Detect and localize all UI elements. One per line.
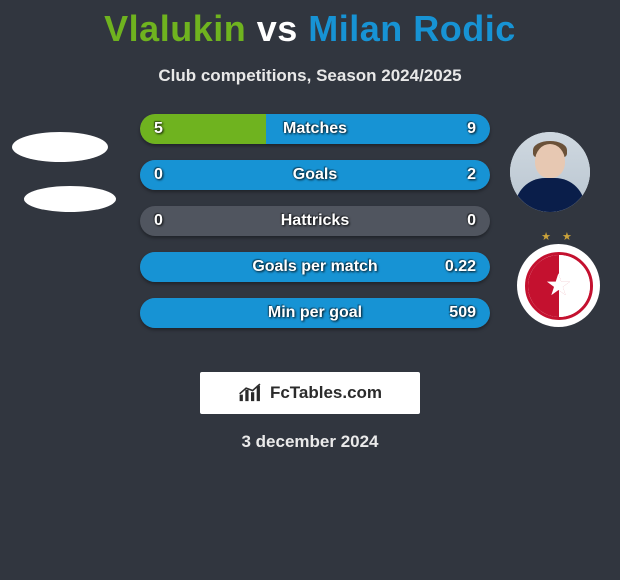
stat-label: Matches bbox=[140, 114, 490, 144]
stat-row-goals: 02Goals bbox=[140, 160, 490, 190]
page-title: Vlalukin vs Milan Rodic bbox=[0, 0, 620, 50]
stat-row-min-per-goal: 509Min per goal bbox=[140, 298, 490, 328]
player2-name: Milan Rodic bbox=[308, 8, 516, 49]
comparison-stage: ★ ★ ★ 59Matches 02Goals 00Hattricks 0.22Goa… bbox=[0, 114, 620, 354]
stat-row-hattricks: 00Hattricks bbox=[140, 206, 490, 236]
stat-row-matches: 59Matches bbox=[140, 114, 490, 144]
player2-club-logo: ★ ★ ★ bbox=[517, 244, 600, 327]
stat-label: Hattricks bbox=[140, 206, 490, 236]
fctables-badge: FcTables.com bbox=[200, 372, 420, 414]
stat-label: Goals per match bbox=[140, 252, 490, 282]
player2-photo bbox=[510, 132, 590, 212]
bars-icon bbox=[238, 383, 264, 403]
player1-placeholder-1 bbox=[12, 132, 108, 162]
subtitle: Club competitions, Season 2024/2025 bbox=[0, 66, 620, 86]
stat-label: Min per goal bbox=[140, 298, 490, 328]
vs-label: vs bbox=[257, 8, 298, 49]
player1-name: Vlalukin bbox=[104, 8, 246, 49]
stat-label: Goals bbox=[140, 160, 490, 190]
badge-text: FcTables.com bbox=[270, 383, 382, 403]
player1-placeholder-2 bbox=[24, 186, 116, 212]
stat-row-goals-per-match: 0.22Goals per match bbox=[140, 252, 490, 282]
date-text: 3 december 2024 bbox=[0, 432, 620, 452]
stat-bars: 59Matches 02Goals 00Hattricks 0.22Goals per… bbox=[140, 114, 490, 344]
